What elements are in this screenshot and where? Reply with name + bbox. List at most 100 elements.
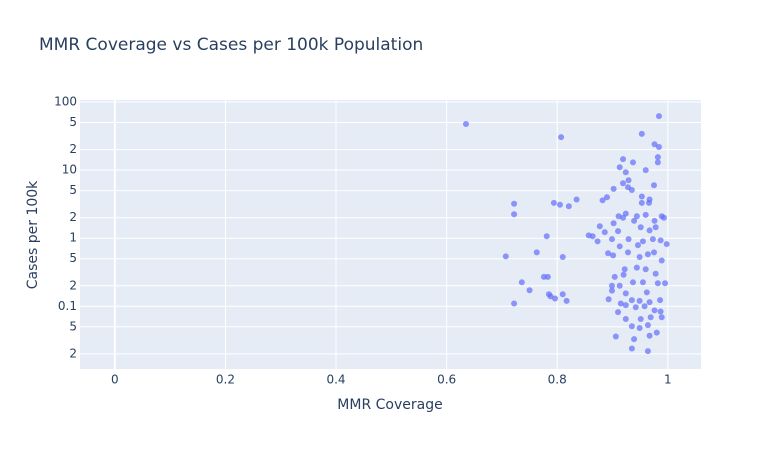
point [663, 241, 670, 248]
point [518, 279, 525, 286]
point [610, 185, 617, 192]
point [622, 169, 629, 176]
point [657, 237, 664, 244]
y-tick-label: 2 [69, 142, 77, 156]
point [638, 130, 645, 137]
point [629, 279, 636, 286]
point [652, 224, 659, 231]
point [610, 220, 617, 227]
point [622, 302, 629, 309]
point [599, 197, 606, 204]
point [594, 238, 601, 245]
plot-area [80, 100, 701, 369]
point [559, 291, 566, 298]
point [642, 211, 649, 218]
y-tick-label: 2 [69, 346, 77, 360]
point [616, 243, 623, 250]
point [556, 201, 563, 208]
point [660, 214, 667, 221]
point [653, 329, 660, 336]
grid [80, 100, 701, 369]
point [629, 159, 636, 166]
point [628, 345, 635, 352]
point [621, 266, 628, 273]
x-tick-label: 0.6 [437, 373, 456, 387]
point [637, 316, 644, 323]
point [511, 211, 518, 218]
point [608, 282, 615, 289]
x-tick-label: 0.2 [216, 373, 235, 387]
point [625, 177, 632, 184]
point [620, 214, 627, 221]
point [608, 236, 615, 243]
x-tick-label: 1 [664, 373, 672, 387]
point [622, 316, 629, 323]
point [644, 251, 651, 258]
point [462, 121, 469, 128]
point [610, 252, 617, 259]
y-tick-label: 5 [69, 251, 77, 265]
point [625, 184, 632, 191]
point [620, 180, 627, 187]
point [639, 279, 646, 286]
point [650, 182, 657, 189]
point [611, 273, 618, 280]
point [643, 289, 650, 296]
y-tick-label: 0.1 [58, 299, 77, 313]
y-tick-label: 1 [69, 231, 77, 245]
point [589, 233, 596, 240]
point [638, 199, 645, 206]
point [642, 266, 649, 273]
point [596, 223, 603, 230]
point [628, 297, 635, 304]
point [625, 236, 632, 243]
y-tick-label: 2 [69, 210, 77, 224]
point [638, 193, 645, 200]
point [633, 213, 640, 220]
point [646, 299, 653, 306]
point [646, 332, 653, 339]
y-tick-label: 5 [69, 319, 77, 333]
point [631, 336, 638, 343]
point [651, 217, 658, 224]
point [620, 271, 627, 278]
point [651, 307, 658, 314]
point [603, 194, 610, 201]
point [622, 290, 629, 297]
point [657, 297, 664, 304]
point [654, 280, 661, 287]
y-tick-label: 5 [69, 115, 77, 129]
point [652, 270, 659, 277]
x-tick-label: 0.8 [548, 373, 567, 387]
point [636, 325, 643, 332]
point [511, 300, 518, 307]
point [631, 217, 638, 224]
point [625, 249, 632, 256]
y-tick-label: 100 [54, 95, 77, 109]
x-axis-title: MMR Coverage [337, 397, 442, 413]
point [615, 228, 622, 235]
point [612, 333, 619, 340]
point [637, 224, 644, 231]
point [642, 167, 649, 174]
point [547, 293, 554, 300]
y-tick-label: 5 [69, 183, 77, 197]
point [636, 297, 643, 304]
point [628, 323, 635, 330]
point [639, 238, 646, 245]
point [605, 296, 612, 303]
point [601, 229, 608, 236]
point [649, 236, 656, 243]
y-tick-label: 2 [69, 278, 77, 292]
point [615, 309, 622, 316]
point [655, 144, 662, 151]
point [617, 300, 624, 307]
point [526, 287, 533, 294]
point [650, 249, 657, 256]
point [573, 196, 580, 203]
point [559, 253, 566, 260]
point [644, 348, 651, 355]
point [651, 141, 658, 148]
point [565, 203, 572, 210]
